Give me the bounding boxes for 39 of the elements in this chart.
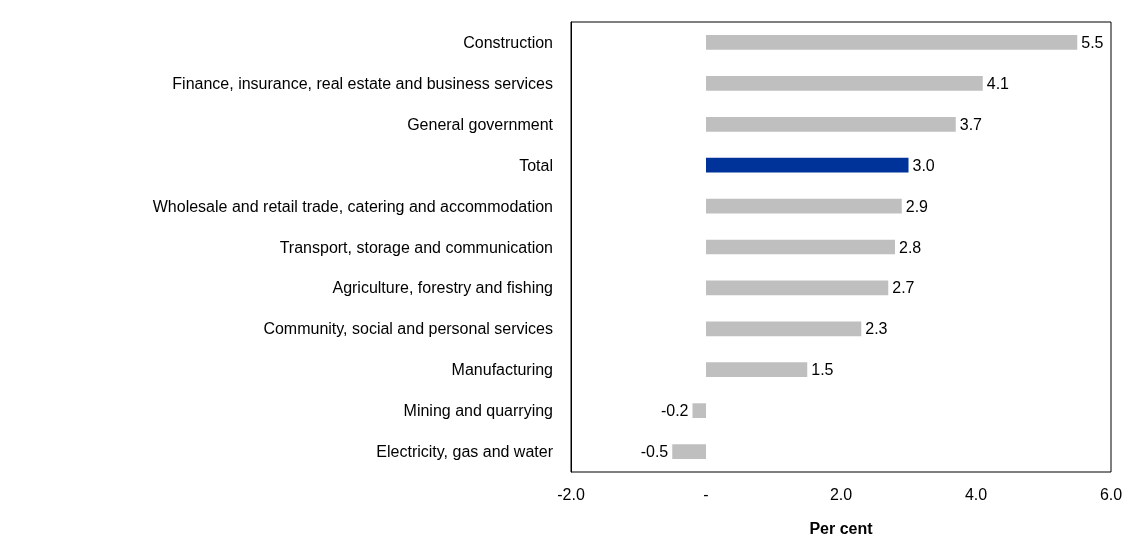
y-tick-label: Wholesale and retail trade, catering and accommodation [152, 197, 553, 215]
bar [706, 76, 983, 91]
bar [706, 280, 889, 296]
y-tick-label: Manufacturing [451, 361, 553, 379]
data-label: -0.2 [660, 402, 689, 420]
y-tick-label: Community, social and personal services [263, 320, 553, 338]
data-label: 4.1 [986, 74, 1010, 92]
data-label: 2.8 [899, 238, 922, 256]
data-label: 2.7 [892, 279, 915, 297]
bar [706, 35, 1078, 50]
data-label: -0.5 [640, 443, 669, 461]
y-tick-label: General government [407, 115, 554, 133]
data-label: 3.0 [912, 156, 935, 174]
bar [706, 321, 862, 337]
y-tick-label: Agriculture, forestry and fishing [332, 279, 553, 297]
bar [692, 403, 706, 418]
x-axis-title: Per cent [809, 519, 874, 537]
y-tick-label: Finance, insurance, real estate and business services [172, 74, 553, 92]
bar [706, 362, 808, 378]
y-tick-label: Total [519, 156, 553, 174]
data-label: 2.9 [905, 197, 929, 215]
y-tick-label: Transport, storage and communication [279, 238, 553, 256]
y-tick-label: Mining and quarrying [403, 402, 553, 420]
bar [706, 116, 956, 132]
bar [706, 198, 902, 214]
data-label: 3.7 [959, 115, 983, 133]
y-tick-label: Construction [463, 33, 553, 51]
bar [706, 157, 909, 173]
y-tick-label: Electricity, gas and water [376, 443, 554, 461]
x-tick-label: 2.0 [829, 485, 853, 503]
x-tick-label: - [703, 485, 709, 503]
bar [706, 239, 895, 255]
x-tick-label: 6.0 [1099, 485, 1123, 503]
x-tick-label: 4.0 [964, 485, 988, 503]
x-tick-label: -2.0 [557, 485, 585, 503]
bar [672, 444, 706, 459]
data-label: 1.5 [811, 361, 834, 379]
data-label: 2.3 [865, 320, 888, 338]
data-label: 5.5 [1081, 33, 1104, 51]
